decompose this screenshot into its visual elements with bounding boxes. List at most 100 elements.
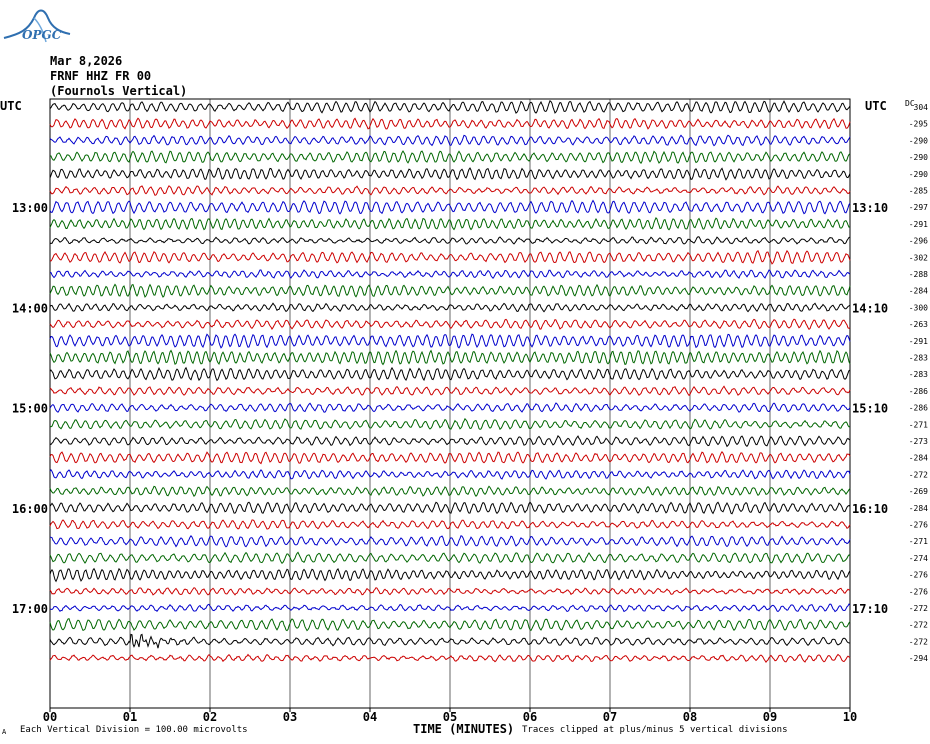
hour-label-right: 16:10: [852, 502, 888, 516]
trace-row-1: [49, 117, 851, 130]
trace-row-7: [49, 217, 851, 231]
dc-offset-value: -297: [909, 203, 928, 212]
utc-right-label: UTC: [865, 99, 887, 113]
x-tick-label: 10: [843, 710, 857, 724]
dc-offset-value: -300: [909, 303, 928, 312]
dc-offset-value: -284: [909, 504, 928, 513]
dc-offset-value: -283: [909, 370, 928, 379]
hour-label-right: 15:10: [852, 402, 888, 416]
trace-row-28: [49, 567, 851, 583]
dc-label: DC: [905, 99, 915, 108]
dc-offset-labels: 304 -295 -290 -290 -290 -285 -297 -291 -296 -302 -…: [909, 103, 928, 663]
hour-label-left: 15:00: [12, 402, 48, 416]
footer-division: Each Vertical Division = 100.00 microvol…: [20, 725, 248, 735]
trace-row-31: [49, 617, 851, 632]
trace-row-22: [49, 469, 851, 480]
dc-offset-value: -290: [909, 136, 928, 145]
trace-group: [49, 99, 851, 663]
x-tick-label: 03: [283, 710, 297, 724]
dc-offset-value: -288: [909, 270, 928, 279]
dc-offset-value: -296: [909, 237, 928, 246]
x-tick-label: 00: [43, 710, 57, 724]
trace-row-29: [49, 587, 851, 596]
trace-row-27: [49, 551, 851, 565]
trace-row-25: [49, 519, 851, 530]
trace-row-16: [49, 366, 851, 382]
dc-offset-value: -276: [909, 587, 928, 596]
station-location: (Fournols Vertical): [50, 84, 188, 98]
hour-label-left: 14:00: [12, 301, 48, 315]
dc-offset-value: -290: [909, 153, 928, 162]
dc-offset-value: -283: [909, 354, 928, 363]
opgc-logo: [3, 9, 71, 43]
hour-label-right: 14:10: [852, 301, 888, 315]
dc-offset-value: -263: [909, 320, 928, 329]
dc-offset-value: -284: [909, 454, 928, 463]
trace-row-6: [49, 199, 851, 215]
dc-offset-value: -272: [909, 637, 928, 646]
dc-offset-value: -286: [909, 387, 928, 396]
x-axis-title: TIME (MINUTES): [413, 722, 515, 736]
plot-grid: [49, 98, 851, 709]
trace-row-4: [49, 167, 851, 181]
x-axis-ticks: 00 01 02 03 04 05 06 07 08 09 10: [43, 708, 857, 724]
trace-row-3: [49, 150, 851, 165]
x-tick-label: 09: [763, 710, 777, 724]
dc-offset-value: -285: [909, 187, 928, 196]
footer-mark: A: [2, 728, 7, 736]
dc-offset-value: -272: [909, 604, 928, 613]
dc-offset-value: 304: [914, 103, 929, 112]
trace-row-17: [49, 385, 851, 397]
station-code: FRNF HHZ FR 00: [50, 69, 152, 83]
dc-offset-value: -272: [909, 470, 928, 479]
dc-offset-value: -284: [909, 287, 928, 296]
dc-offset-value: -291: [909, 337, 928, 346]
trace-row-12: [49, 302, 851, 313]
trace-row-0: [49, 99, 851, 114]
dc-offset-value: -273: [909, 437, 928, 446]
hour-label-left: 13:00: [12, 201, 48, 215]
x-tick-label: 06: [523, 710, 537, 724]
x-tick-label: 04: [363, 710, 377, 724]
trace-row-10: [49, 269, 851, 279]
dc-offset-value: -276: [909, 571, 928, 580]
trace-row-14: [49, 333, 851, 349]
dc-offset-value: -291: [909, 220, 928, 229]
x-tick-label: 01: [123, 710, 137, 724]
hour-label-right: 13:10: [852, 201, 888, 215]
dc-offset-value: -290: [909, 170, 928, 179]
trace-row-32: [49, 633, 851, 649]
utc-left-label: UTC: [0, 99, 22, 113]
trace-row-9: [49, 249, 851, 265]
dc-offset-value: -295: [909, 120, 928, 129]
dc-offset-value: -294: [909, 654, 928, 663]
dc-offset-value: -276: [909, 521, 928, 530]
trace-row-26: [49, 534, 851, 548]
dc-offset-value: -271: [909, 420, 928, 429]
trace-row-33: [49, 653, 851, 663]
trace-row-13: [49, 318, 851, 331]
dc-offset-value: -269: [909, 487, 928, 496]
dc-offset-value: -302: [909, 253, 928, 262]
trace-row-21: [49, 450, 851, 465]
dc-offset-value: -274: [909, 554, 928, 563]
trace-row-11: [49, 283, 851, 298]
dc-offset-value: -271: [909, 537, 928, 546]
footer-clip: Traces clipped at plus/minus 5 vertical …: [522, 725, 788, 735]
trace-row-30: [50, 603, 851, 613]
hour-label-right: 17:10: [852, 602, 888, 616]
trace-row-5: [49, 185, 851, 196]
chart-date: Mar 8,2026: [50, 54, 123, 68]
x-tick-label: 02: [203, 710, 217, 724]
trace-row-15: [49, 349, 851, 366]
dc-offset-value: -286: [909, 404, 928, 413]
x-tick-label: 05: [443, 710, 457, 724]
x-tick-label: 08: [683, 710, 697, 724]
hour-label-left: 16:00: [12, 502, 48, 516]
hour-label-left: 17:00: [12, 602, 48, 616]
dc-offset-value: -272: [909, 621, 928, 630]
trace-row-19: [49, 417, 851, 431]
trace-row-20: [49, 435, 851, 448]
logo-text: OPGC: [22, 28, 62, 42]
